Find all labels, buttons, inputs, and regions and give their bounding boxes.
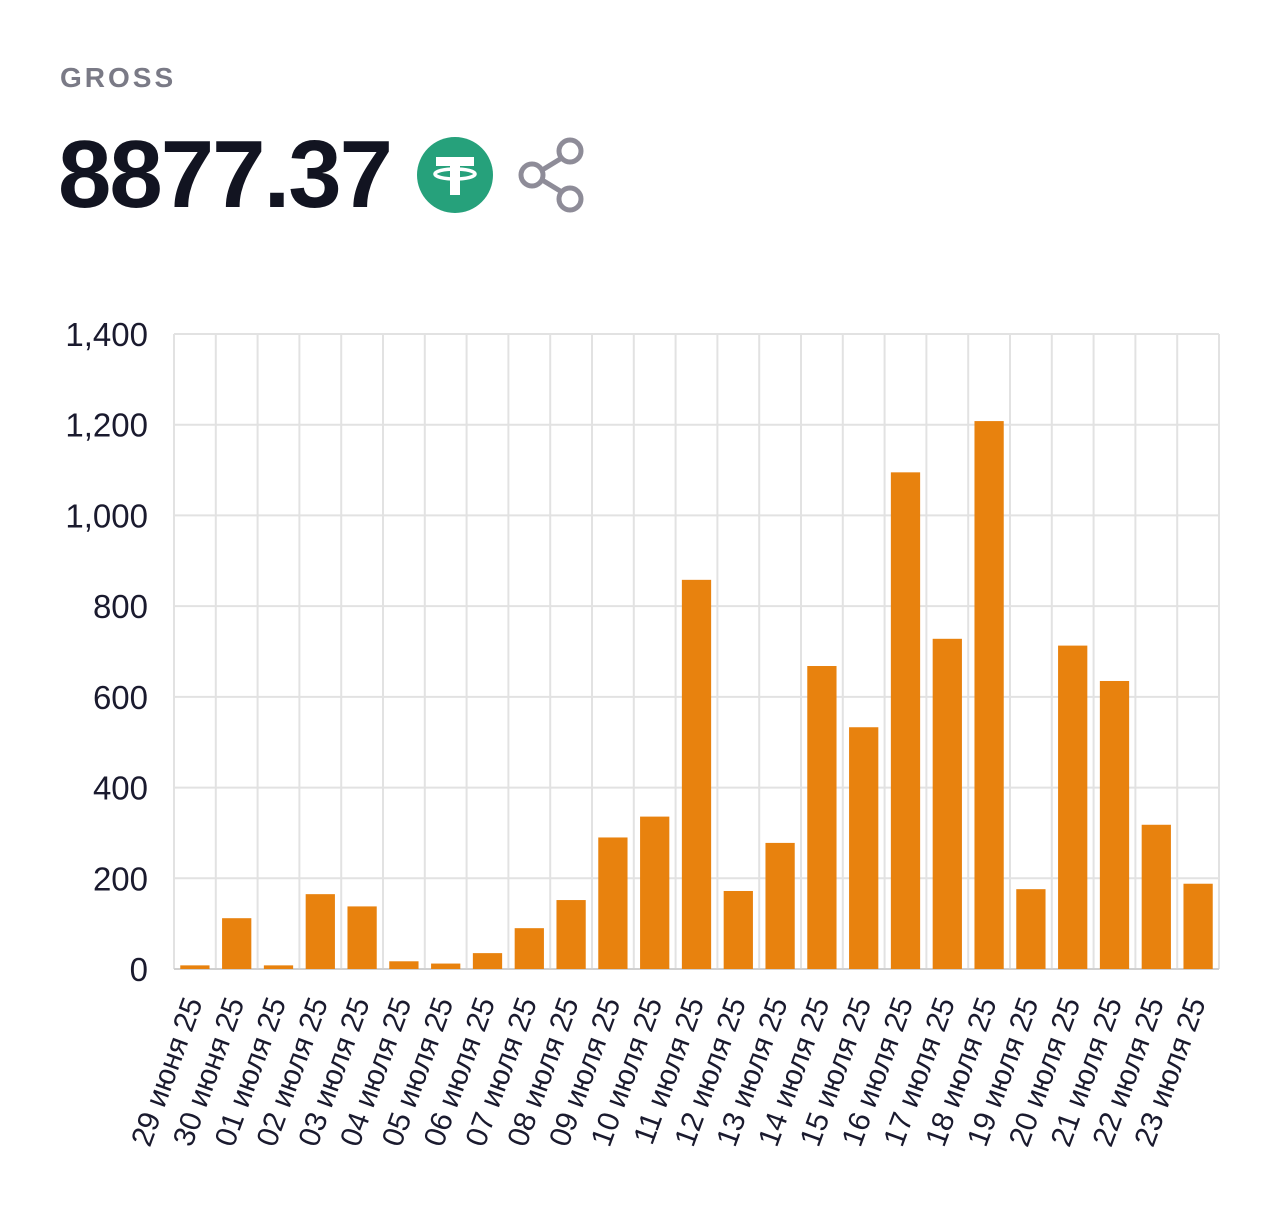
bar: [472, 953, 503, 969]
chart-grid: [173, 333, 1220, 970]
y-tick-label: 1,400: [65, 316, 148, 353]
y-tick-label: 600: [93, 679, 148, 716]
bar: [305, 894, 335, 969]
tether-usdt-icon: [417, 137, 494, 213]
share-icon[interactable]: [517, 135, 591, 215]
bar: [974, 421, 1004, 970]
bar: [890, 472, 921, 969]
bar: [389, 961, 419, 969]
bar: [514, 928, 544, 969]
bar: [765, 842, 795, 969]
y-tick-label: 800: [93, 588, 148, 625]
chart-bars: [180, 421, 1213, 970]
gross-label: GROSS: [60, 62, 177, 93]
y-tick-label: 1,000: [65, 497, 148, 534]
total-row: 8877.37: [58, 120, 591, 230]
bar: [222, 918, 252, 969]
y-tick-label: 200: [93, 860, 148, 897]
bar: [681, 579, 712, 969]
y-axis-ticks: 0 200 400 600 800 1,000 1,200 1,400: [65, 316, 148, 988]
bar: [1183, 883, 1213, 969]
bar: [1141, 824, 1171, 969]
bar: [263, 965, 294, 969]
bar: [556, 900, 586, 969]
bar: [1016, 889, 1046, 969]
bar: [932, 638, 962, 969]
header: GROSS: [60, 62, 176, 94]
bar: [347, 906, 377, 969]
y-tick-label: 400: [93, 770, 148, 807]
gross-total-value: 8877.37: [58, 121, 393, 228]
bar: [807, 666, 837, 969]
bar: [1099, 680, 1130, 969]
bar: [723, 890, 753, 969]
bar: [598, 837, 628, 969]
y-tick-label: 1,200: [65, 407, 148, 444]
bar: [640, 816, 670, 969]
bar: [180, 965, 210, 969]
bar: [849, 727, 879, 969]
bar: [1058, 645, 1088, 969]
y-tick-label: 0: [130, 951, 148, 988]
bar: [431, 963, 461, 969]
